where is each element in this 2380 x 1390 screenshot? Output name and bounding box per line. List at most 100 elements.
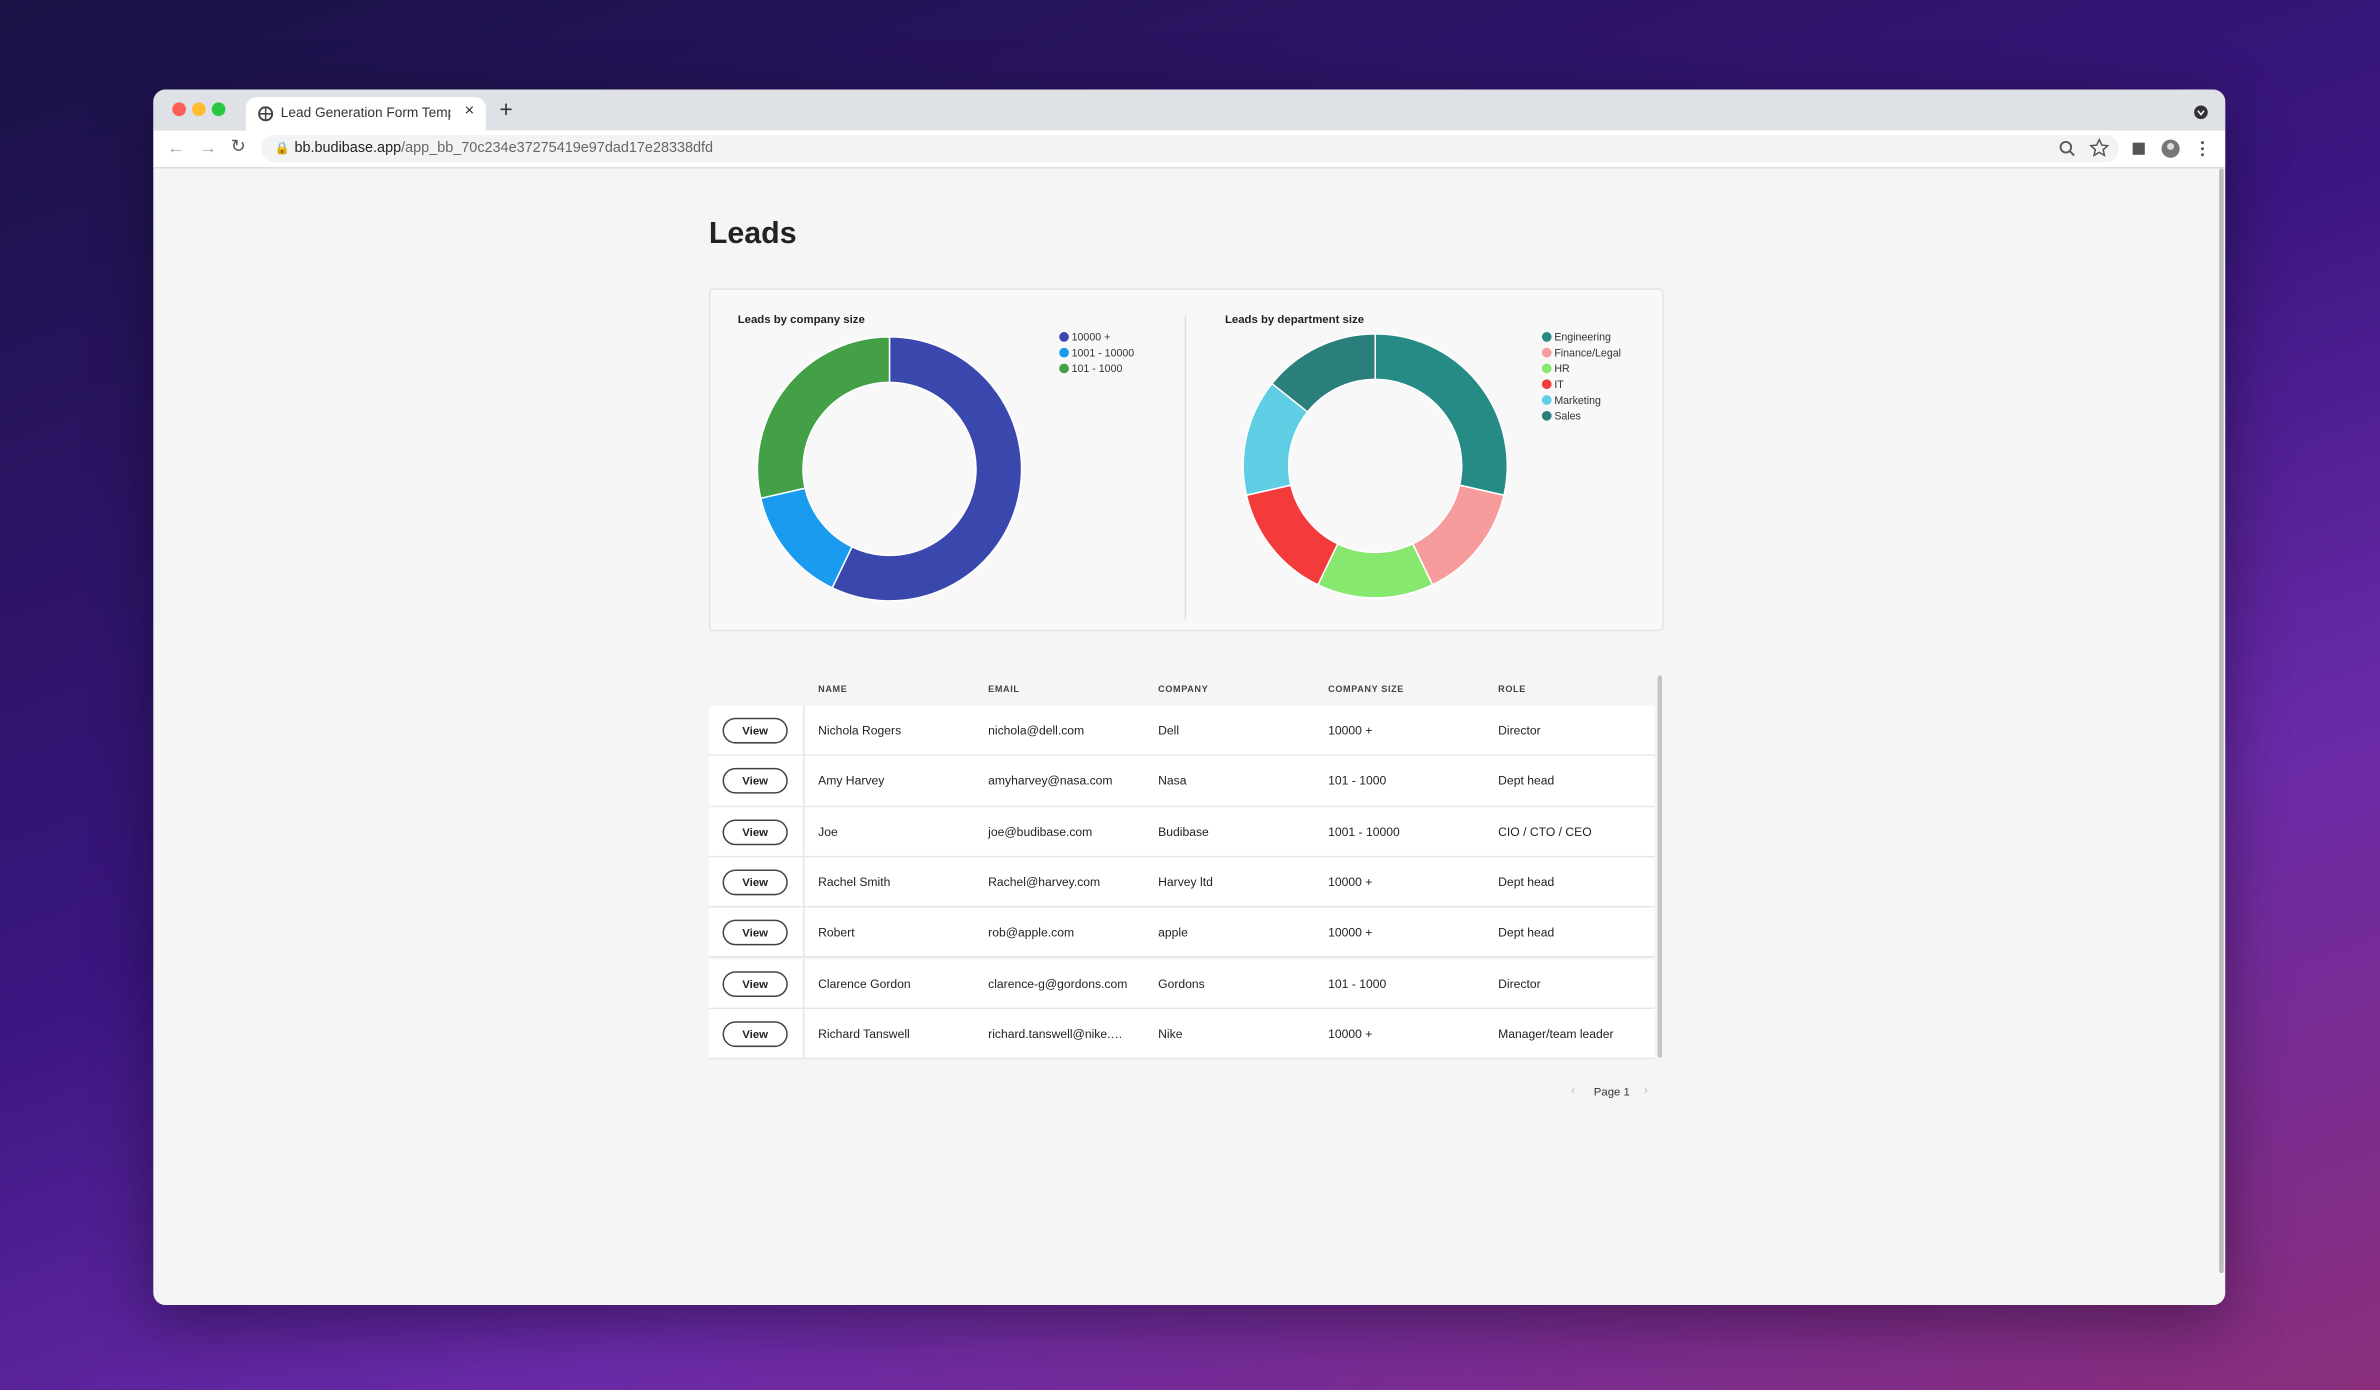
tab-title: Lead Generation Form Templat — [280, 104, 451, 120]
legend-label: Engineering — [1554, 332, 1611, 344]
legend-swatch — [1541, 332, 1552, 342]
chart-title: Leads by department size — [1225, 314, 1364, 326]
table-cell: Nike — [1158, 1027, 1183, 1041]
tab-close[interactable]: × — [464, 101, 475, 120]
view-button[interactable]: View — [722, 768, 788, 795]
legend-swatch — [1059, 347, 1069, 358]
column-header: EMAIL — [988, 685, 1020, 696]
table-cell: 101 - 1000 — [1328, 976, 1387, 991]
donut-segment — [831, 336, 1023, 602]
view-button[interactable]: View — [722, 717, 788, 744]
legend-swatch — [1541, 363, 1552, 374]
table-cell: Rachel@harvey.com — [988, 875, 1101, 890]
table-cell: joe@budibase.com — [988, 824, 1093, 839]
legend-swatch — [1541, 410, 1552, 421]
row-gutter — [802, 907, 805, 959]
table-cell: Clarence Gordon — [818, 976, 911, 991]
column-header: NAME — [818, 685, 848, 696]
charts-card: Leads by company size 10000 + 1001 - 10000… — [708, 288, 1664, 632]
table-cell: 10000 + — [1328, 875, 1373, 890]
table-cell: Amy Harvey — [818, 774, 885, 789]
table-cell: clarence-g@gordons.com — [988, 976, 1128, 991]
column-header: COMPANY SIZE — [1328, 685, 1404, 696]
table-cell: nichola@dell.com — [988, 723, 1085, 738]
table-cell: Dept head — [1498, 774, 1555, 789]
table: NAME EMAIL COMPANY COMPANY SIZE ROLE View Nich… — [708, 675, 1655, 1060]
new-tab[interactable]: + — [499, 97, 513, 123]
table-row: View Amy Harvey amyharvey@nasa.com Nasa 101 … — [708, 756, 1655, 807]
table-cell: Joe — [818, 824, 838, 839]
table-cell: 10000 + — [1328, 723, 1373, 738]
table-cell: Richard Tanswell — [818, 1027, 910, 1041]
legend-label: Finance/Legal — [1554, 347, 1621, 359]
table-cell: Dell — [1158, 723, 1180, 738]
table-cell: rob@apple.com — [988, 925, 1075, 940]
column-header: ROLE — [1498, 685, 1526, 696]
charts: Leads by company size 10000 + 1001 - 10000… — [738, 314, 1621, 620]
tab-search[interactable] — [2193, 105, 2208, 120]
page-title: Leads — [708, 217, 797, 251]
url-host: bb.budibase.app — [294, 139, 402, 157]
row-gutter — [802, 1008, 805, 1060]
tab[interactable]: Lead Generation Form Templat × — [245, 97, 486, 131]
view-button[interactable]: View — [722, 970, 788, 997]
donut-segment — [756, 336, 891, 500]
minimize[interactable] — [192, 102, 206, 117]
table-cell: Budibase — [1158, 824, 1209, 839]
table-row: View Richard Tanswell richard.tanswell@nik… — [708, 1008, 1655, 1060]
table-cell: Dept head — [1498, 925, 1555, 940]
table-cell: Harvey ltd — [1158, 875, 1213, 890]
table-cell: Rachel Smith — [818, 875, 891, 890]
page-label: Page 1 — [1593, 1085, 1630, 1099]
table-cell: apple — [1158, 925, 1188, 940]
table-cell: Robert — [818, 925, 855, 940]
table-cell: Gordons — [1158, 976, 1205, 991]
table-row: View Clarence Gordon clarence-g@gordons.co… — [708, 958, 1655, 1009]
row-gutter — [802, 857, 805, 908]
table-cell: 10000 + — [1328, 925, 1373, 940]
table-cell: 101 - 1000 — [1328, 774, 1387, 789]
chart-title: Leads by company size — [738, 314, 865, 326]
table-scrollbar — [1657, 675, 1663, 1058]
toolbar: ← → ↻ 🔒 bb.budibase.app/app_bb_70c234e37… — [153, 130, 2226, 169]
legend-label: 101 - 1000 — [1072, 363, 1123, 375]
table-cell: Nichola Rogers — [818, 723, 902, 738]
table-cell: Director — [1498, 976, 1541, 991]
toolbar-icons — [2059, 138, 2204, 158]
view-button[interactable]: View — [722, 919, 788, 946]
legend-swatch — [1541, 395, 1552, 405]
column-header: COMPANY — [1158, 685, 1209, 696]
view-button[interactable]: View — [722, 818, 788, 845]
page-scrollbar — [2219, 168, 2224, 1274]
legend-label: 1001 - 10000 — [1072, 347, 1135, 359]
legend-swatch — [1541, 379, 1552, 390]
legend-label: Marketing — [1554, 395, 1601, 407]
favicon — [258, 106, 274, 122]
donut-segment — [1245, 484, 1339, 586]
table-row: View Robert rob@apple.com apple 10000 + Dept … — [708, 907, 1655, 959]
lock-icon: 🔒 — [274, 141, 290, 155]
back[interactable]: ← — [166, 136, 186, 158]
donut-segment — [1411, 484, 1505, 586]
browser-window: Lead Generation Form Templat × + ← → ↻ 🔒… — [153, 89, 2226, 1306]
legend-swatch — [1059, 332, 1069, 342]
url-path: /app_bb_70c234e37275419e97dad17e28338dfd — [401, 139, 714, 157]
legend-swatch — [1541, 347, 1552, 358]
table-cell: richard.tanswell@nike.… — [988, 1027, 1123, 1041]
view-button[interactable]: View — [722, 869, 788, 896]
close[interactable] — [172, 102, 186, 117]
forward[interactable]: → — [198, 136, 218, 158]
legend-label: Sales — [1554, 411, 1581, 423]
view-button[interactable]: View — [722, 1020, 788, 1047]
address-bar[interactable]: 🔒 bb.budibase.app/app_bb_70c234e37275419… — [261, 135, 2119, 163]
prev-page[interactable]: ‹ — [1571, 1083, 1576, 1098]
url: bb.budibase.app/app_bb_70c234e37275419e9… — [294, 135, 713, 162]
row-gutter — [802, 705, 805, 757]
table-cell: amyharvey@nasa.com — [988, 774, 1113, 789]
next-page[interactable]: › — [1643, 1083, 1648, 1098]
reload[interactable]: ↻ — [230, 135, 246, 157]
table-cell: Dept head — [1498, 875, 1555, 890]
maximize[interactable] — [211, 102, 226, 117]
